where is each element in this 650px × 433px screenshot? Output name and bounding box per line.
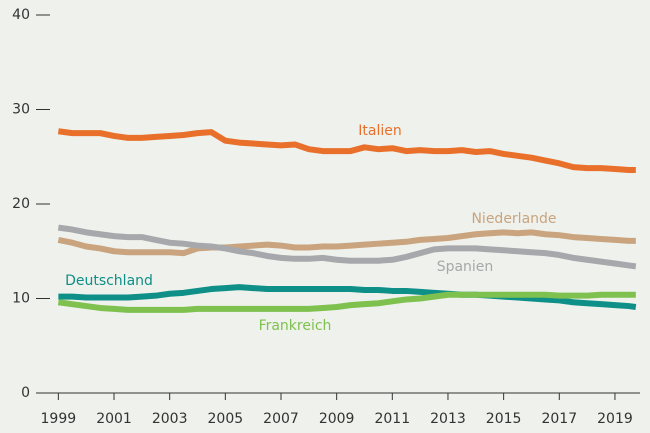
series-line [57,224,637,270]
x-tick-label: 2007 [263,411,299,427]
series-label: Spanien [437,259,494,275]
y-tick-label: 10 [12,291,30,307]
x-tick-label: 2019 [597,411,633,427]
x-tick-label: 2015 [486,411,522,427]
x-tick-label: 2005 [208,411,244,427]
x-tick-label: 2013 [430,411,466,427]
x-tick-label: 2001 [96,411,132,427]
series-line [57,128,636,173]
x-tick-label: 1999 [41,411,77,427]
series-line [57,229,636,257]
y-tick-label: 0 [21,385,30,401]
series-label: Italien [358,123,401,139]
x-tick-label: 2009 [319,411,355,427]
x-tick-label: 2011 [374,411,410,427]
x-tick-label: 2003 [152,411,188,427]
series-label: Deutschland [65,273,153,289]
series-label: Niederlande [471,211,556,227]
y-tick-label: 20 [12,196,30,212]
series-line [57,291,636,313]
x-tick-label: 2017 [541,411,577,427]
series-label: Frankreich [259,318,332,334]
y-tick-label: 30 [12,102,30,118]
series-line [58,284,637,310]
y-tick-label: 40 [12,7,30,23]
